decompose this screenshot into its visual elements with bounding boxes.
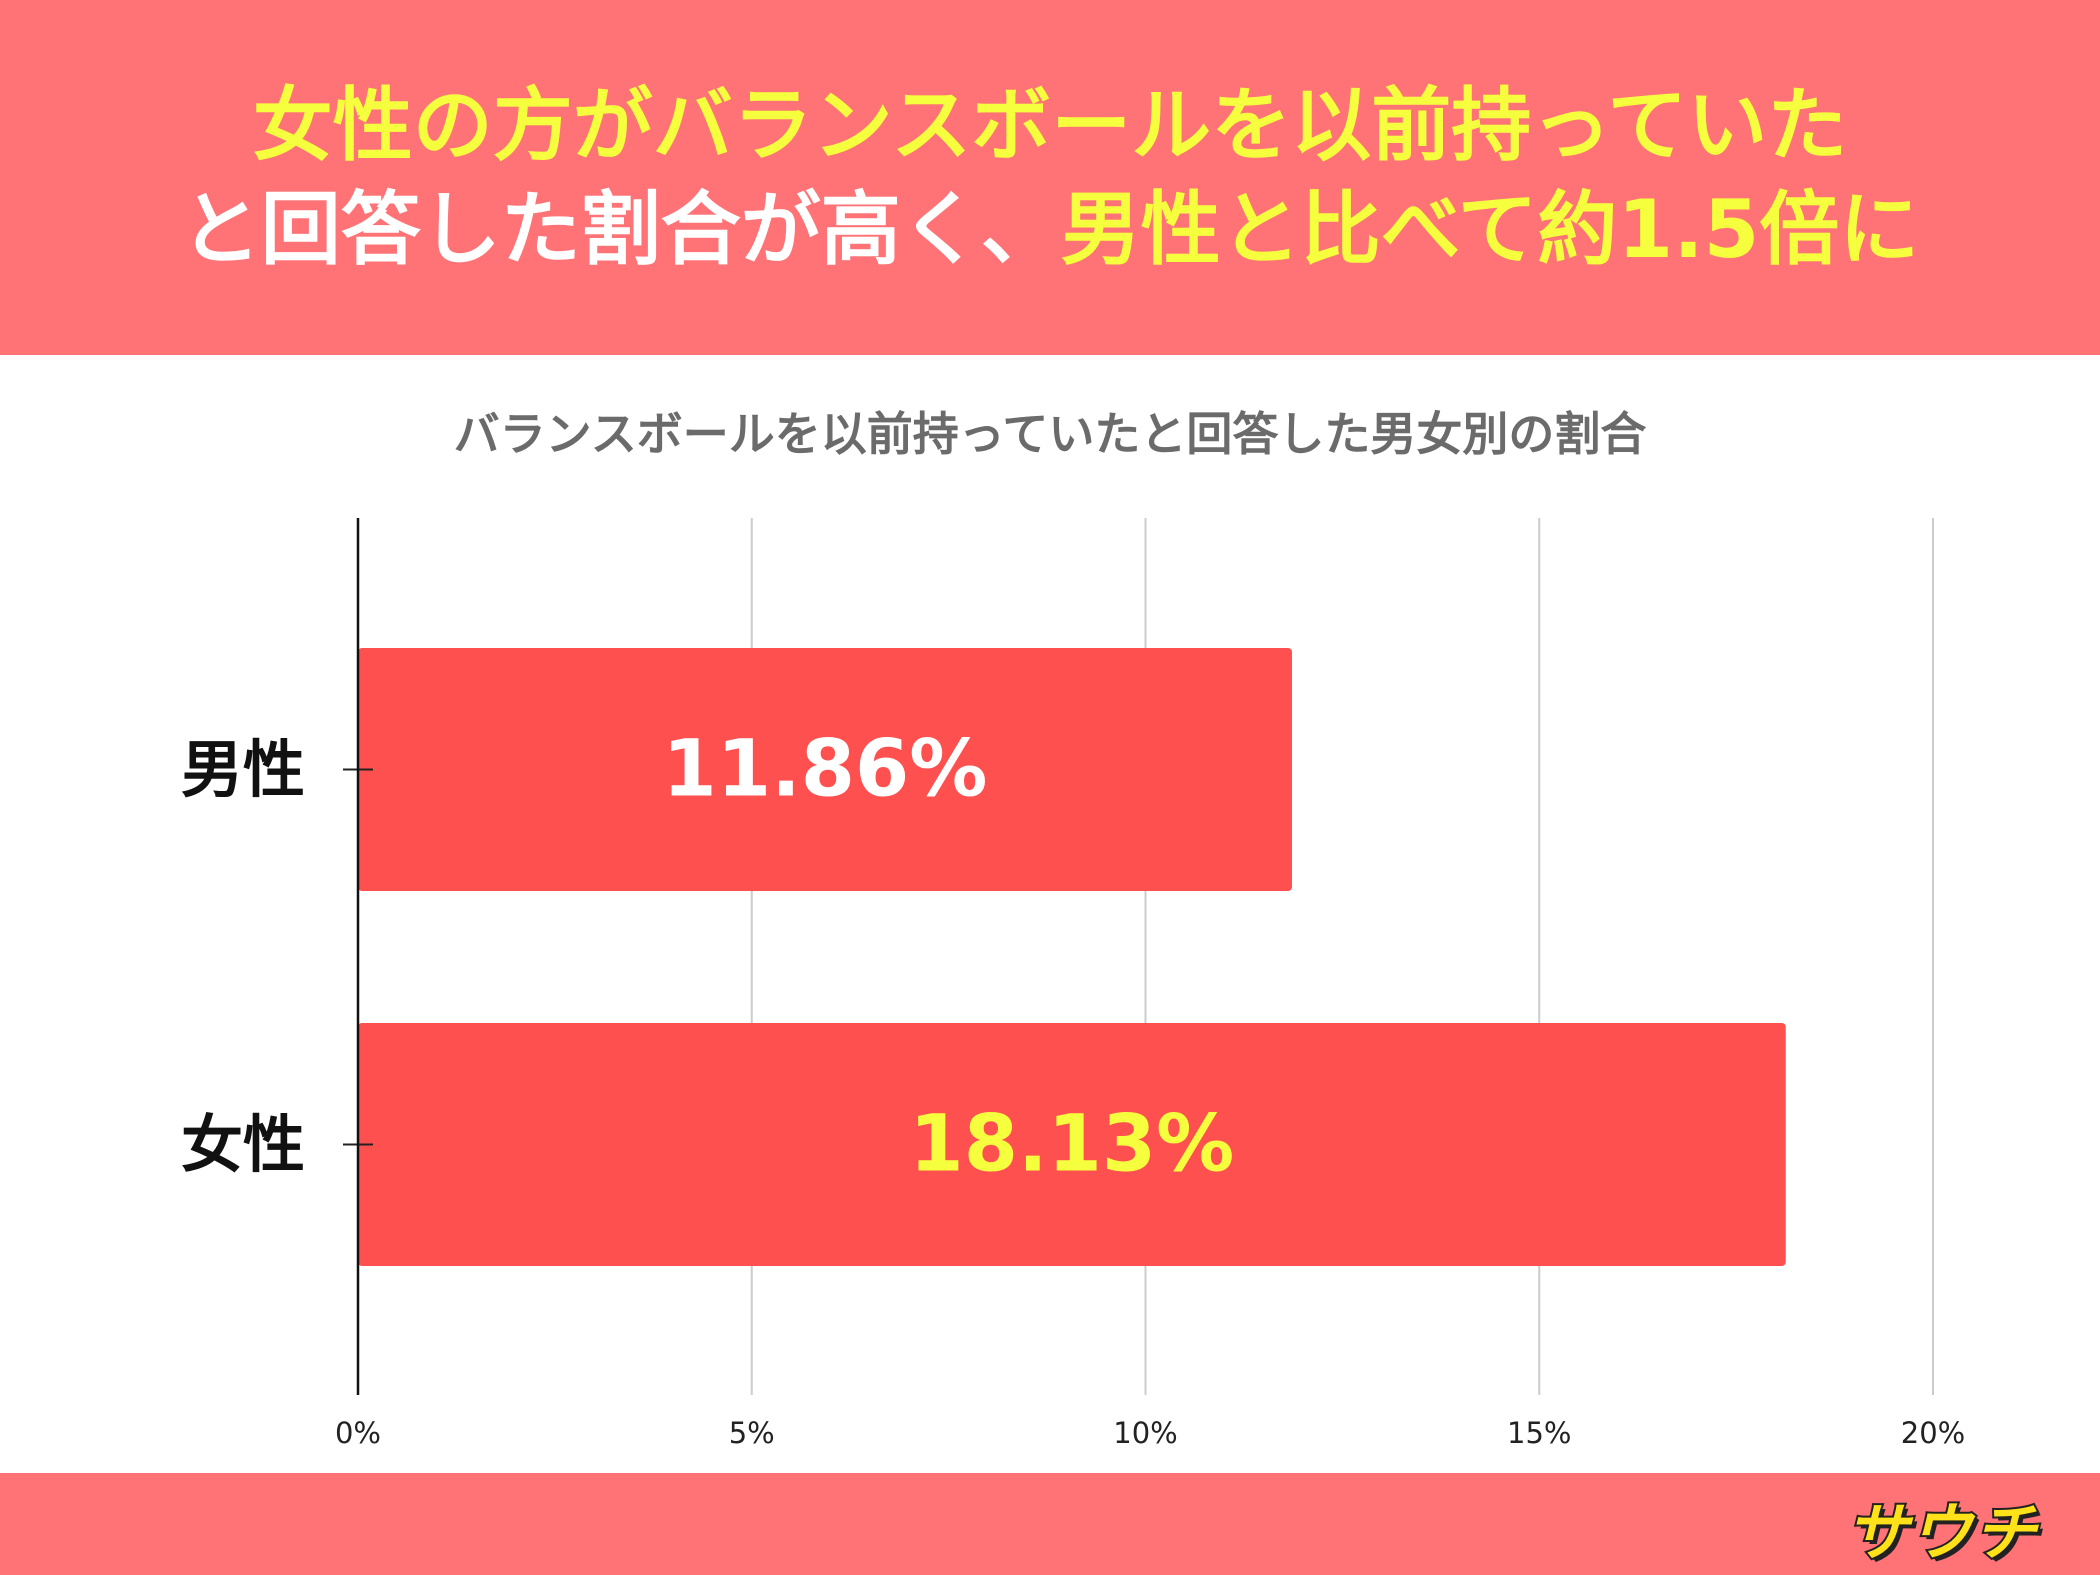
data-label: 18.13% [909,1100,1234,1190]
headline-line-2: と回答した割合が高く、男性と比べて約1.5倍に [0,180,2100,280]
x-tick-label: 10% [1113,1416,1177,1450]
x-tick-label: 5% [729,1416,775,1450]
headline-line-2-white: と回答した割合が高く、 [180,183,1061,276]
x-tick-label: 20% [1901,1416,1965,1450]
footer-banner [0,1473,2100,1575]
category-label: 男性 [181,733,305,806]
brand-logo: サウチ [1844,1494,2038,1571]
x-tick-label: 0% [335,1416,381,1450]
x-tick-label: 15% [1507,1416,1571,1450]
bar [358,1023,1786,1266]
headline-banner: 女性の方がバランスボールを以前持っていた と回答した割合が高く、男性と比べて約1… [0,0,2100,355]
data-label: 11.86% [663,725,988,815]
headline-line-1: 女性の方がバランスボールを以前持っていた [252,79,1848,172]
headline-line-2-yellow: 男性と比べて約1.5倍に [1060,183,1920,276]
category-label: 女性 [181,1108,305,1181]
chart-title: バランスボールを以前持っていたと回答した男女別の割合 [453,407,1647,461]
bar [358,648,1292,891]
